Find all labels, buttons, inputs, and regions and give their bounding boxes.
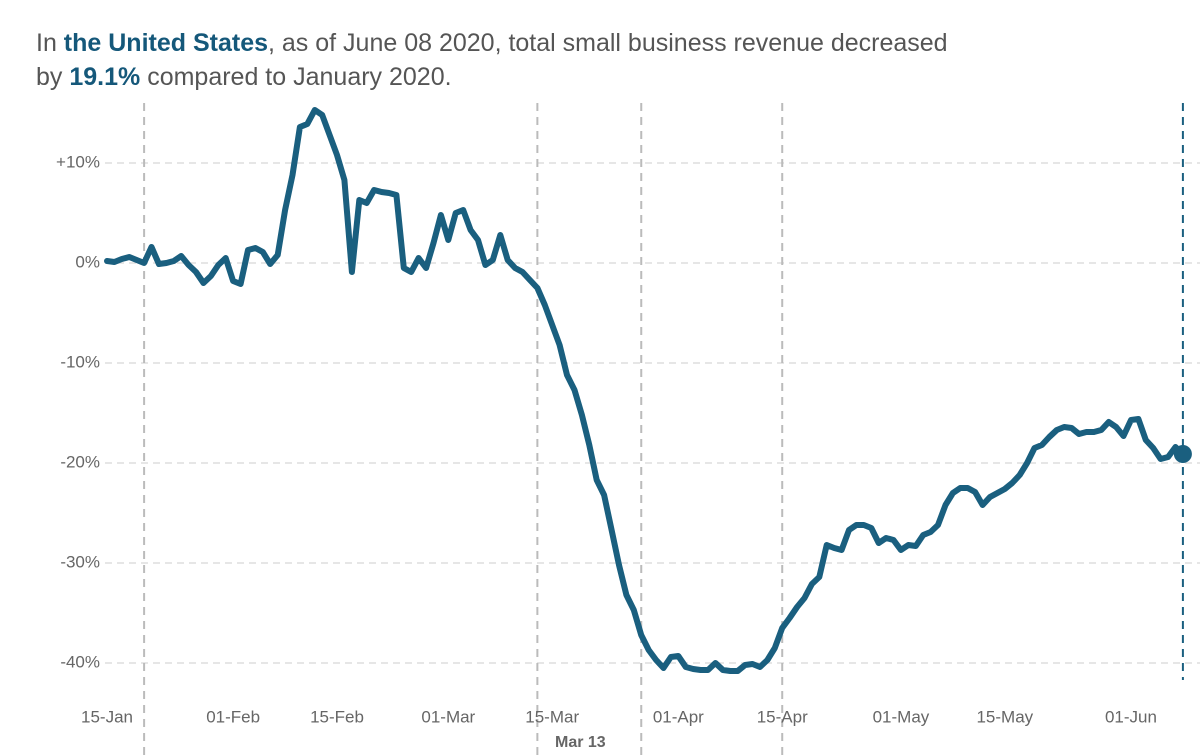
x-tick-label: 01-Mar: [421, 707, 475, 726]
title-text: by: [36, 63, 70, 91]
x-tick-label: 15-Mar: [525, 707, 579, 726]
x-tick-label: 01-Jun: [1105, 707, 1157, 726]
title-line: by 19.1% compared to January 2020.: [36, 60, 948, 94]
x-tick-label: 15-Feb: [310, 707, 364, 726]
y-tick-label: -40%: [60, 652, 100, 671]
y-tick-label: -10%: [60, 352, 100, 371]
x-tick-label: 15-May: [976, 707, 1033, 726]
title-text: In: [36, 29, 64, 57]
title-emphasis: the United States: [63, 29, 268, 57]
line: [104, 107, 1186, 674]
title-emphasis: 19.1%: [69, 63, 141, 91]
y-tick-label: +10%: [56, 152, 100, 171]
title-text: , as of June 08 2020, total small busine…: [268, 29, 948, 57]
title-text: compared to January 2020.: [140, 63, 452, 91]
title-line: In the United States, as of June 08 2020…: [36, 26, 948, 60]
y-tick-label: -20%: [60, 452, 100, 471]
y-tick-label: 0%: [75, 252, 100, 271]
y-tick-label: -30%: [60, 552, 100, 571]
chart-title: In the United States, as of June 08 2020…: [36, 26, 948, 94]
annotation: Mar 13: [555, 734, 606, 751]
x-tick-label: 01-Feb: [206, 707, 260, 726]
x-tick-label: 15-Jan: [81, 707, 133, 726]
end-marker: [1173, 445, 1192, 463]
x-tick-label: 01-May: [873, 707, 930, 726]
x-tick-label: 01-Apr: [653, 707, 704, 726]
x-tick-label: 15-Apr: [757, 707, 808, 726]
